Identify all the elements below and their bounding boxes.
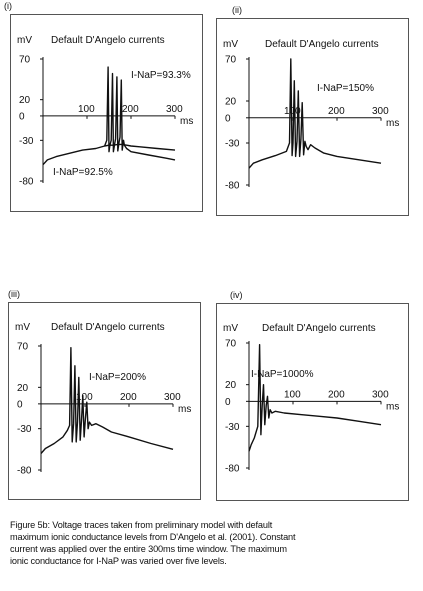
y-axis-label: mV: [17, 35, 32, 46]
x-tick-label: 100: [76, 392, 93, 403]
x-tick-label: 300: [166, 104, 183, 115]
x-unit-label: ms: [386, 401, 399, 412]
panel-label-ii: (ii): [232, 5, 242, 15]
y-tick-label: 0: [17, 399, 23, 410]
caption-line: current was applied over the entire 300m…: [10, 544, 287, 554]
caption-line: Figure 5b: Voltage traces taken from pre…: [10, 520, 273, 530]
x-tick-label: 200: [122, 104, 139, 115]
y-axis-label: mV: [15, 322, 30, 333]
x-tick-label: 300: [164, 392, 181, 403]
y-tick-label: 20: [19, 95, 31, 106]
y-tick-label: 0: [225, 113, 231, 124]
chart-svg-iv: Default D'Angelo currentsmV70200-30-8010…: [223, 323, 399, 475]
y-axis-label: mV: [223, 323, 238, 334]
x-tick-label: 200: [120, 392, 137, 403]
x-tick-label: 100: [284, 389, 301, 400]
annotation-label: I-NaP=93.3%: [131, 70, 191, 81]
panel-label-i: (i): [4, 1, 12, 11]
annotation-label: I-NaP=1000%: [251, 369, 314, 380]
y-tick-label: 0: [225, 397, 231, 408]
y-tick-label: -80: [17, 466, 32, 477]
annotation-label: I-NaP=200%: [89, 372, 146, 383]
caption-line: maximum ionic conductance levels from D'…: [10, 532, 296, 542]
y-tick-label: -30: [17, 424, 32, 435]
y-tick-label: -80: [19, 177, 34, 188]
voltage-trace: [40, 347, 174, 454]
voltage-trace: [104, 143, 176, 151]
chart-svg-i: Default D'Angelo currentsmV70200-30-8010…: [17, 35, 193, 188]
x-tick-label: 300: [372, 389, 389, 400]
chart-panel-ii: Default D'Angelo currents mV 70 20 0 -30 -80 10…: [216, 18, 409, 216]
chart-panel-i: Default D'Angelo currents mV 70 20 0 -30 -80 10…: [10, 14, 203, 212]
annotation-label: I-NaP=92.5%: [53, 167, 113, 178]
y-tick-label: 20: [17, 383, 29, 394]
voltage-trace: [248, 344, 382, 452]
x-tick-label: 200: [328, 389, 345, 400]
chart-svg-ii: Default D'Angelo currentsmV70200-30-8010…: [223, 39, 399, 192]
y-tick-label: 20: [225, 97, 237, 108]
y-tick-label: 70: [19, 55, 31, 66]
y-tick-label: -80: [225, 464, 240, 475]
x-tick-label: 100: [284, 106, 301, 117]
chart-title: Default D'Angelo currents: [262, 323, 376, 334]
annotation-label: I-NaP=150%: [317, 83, 374, 94]
x-tick-label: 200: [328, 106, 345, 117]
voltage-trace: [248, 58, 382, 169]
x-unit-label: ms: [386, 118, 399, 129]
y-tick-label: 70: [17, 342, 29, 353]
caption-line: ionic conductance for I-NaP was varied o…: [10, 556, 227, 566]
chart-title: Default D'Angelo currents: [51, 322, 165, 333]
y-tick-label: -30: [225, 139, 240, 150]
x-tick-label: 300: [372, 106, 389, 117]
y-tick-label: 70: [225, 55, 237, 66]
chart-title: Default D'Angelo currents: [265, 39, 379, 50]
chart-svg-iii: Default D'Angelo currentsmV70200-30-8010…: [15, 322, 191, 477]
y-axis-label: mV: [223, 39, 238, 50]
x-unit-label: ms: [178, 404, 191, 415]
y-tick-label: -30: [19, 136, 34, 147]
voltage-trace: [42, 66, 176, 166]
y-tick-label: 20: [225, 380, 237, 391]
panel-label-iv: (iv): [230, 290, 243, 300]
chart-panel-iv: Default D'Angelo currents mV 70 20 0 -30 -80 10…: [216, 303, 409, 501]
chart-panel-iii: Default D'Angelo currents mV 70 20 0 -30 -80 10…: [8, 302, 201, 500]
y-tick-label: -80: [225, 181, 240, 192]
panel-label-iii: (iii): [8, 289, 20, 299]
y-tick-label: 0: [19, 111, 25, 122]
y-tick-label: 70: [225, 339, 237, 350]
chart-title: Default D'Angelo currents: [51, 35, 165, 46]
figure-caption: Figure 5b: Voltage traces taken from pre…: [10, 519, 410, 567]
y-tick-label: -30: [225, 422, 240, 433]
x-tick-label: 100: [78, 104, 95, 115]
x-unit-label: ms: [180, 116, 193, 127]
